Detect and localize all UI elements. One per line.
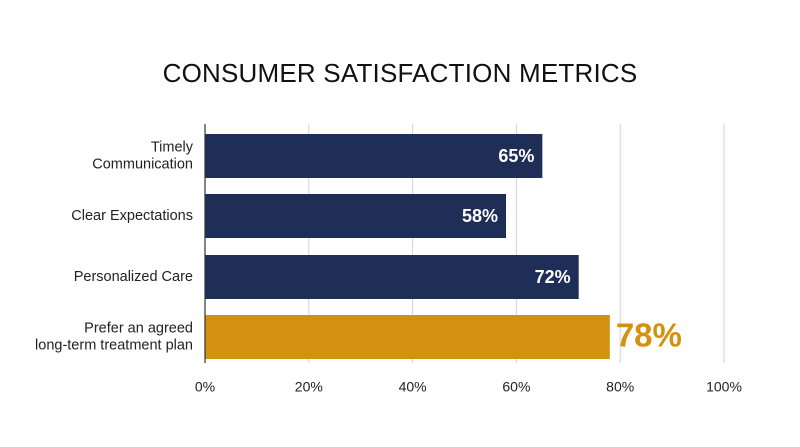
bar-2 [205, 255, 579, 299]
bar-0 [205, 134, 543, 178]
category-label-2: Personalized Care [74, 269, 193, 285]
bar-1 [205, 194, 507, 238]
x-axis-tick-labels: 0% 20% 40% 60% 80% 100% [195, 379, 742, 395]
value-label-3: 78% [616, 317, 682, 354]
category-label-3: Prefer an agreed long-term treatment plan [35, 320, 193, 353]
category-labels: Timely Communication Clear Expectations Per… [35, 139, 194, 353]
x-tick-label-60: 60% [502, 379, 530, 395]
value-label-1: 58% [462, 206, 498, 226]
category-label-1: Clear Expectations [71, 208, 193, 224]
category-label-line: Prefer an agreed [84, 320, 193, 336]
category-label-line: Communication [92, 156, 193, 172]
value-label-2: 72% [535, 267, 571, 287]
category-label-line: Personalized Care [74, 269, 193, 285]
value-label-0: 65% [498, 146, 534, 166]
x-tick-label-40: 40% [399, 379, 427, 395]
x-tick-label-100: 100% [706, 379, 742, 395]
value-labels: 65% 58% 72% 78% [462, 146, 682, 354]
chart-title: CONSUMER SATISFACTION METRICS [162, 58, 638, 88]
x-tick-label-0: 0% [195, 379, 215, 395]
bars [205, 134, 610, 359]
x-tick-label-80: 80% [606, 379, 634, 395]
bar-3 [205, 315, 610, 359]
x-tick-label-20: 20% [295, 379, 323, 395]
category-label-line: Clear Expectations [71, 208, 193, 224]
category-label-line: long-term treatment plan [35, 337, 193, 353]
category-label-0: Timely Communication [92, 139, 193, 172]
category-label-line: Timely [151, 139, 194, 155]
